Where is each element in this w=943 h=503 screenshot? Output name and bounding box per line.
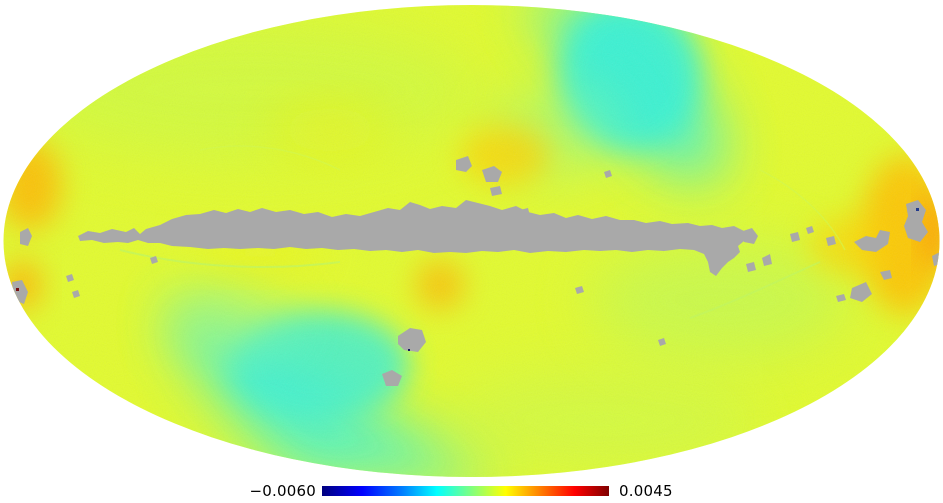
- colorbar-max-label: 0.0045: [619, 482, 673, 500]
- colorbar-gradient: [322, 486, 609, 496]
- colorbar: −0.0060 0.0045: [0, 481, 943, 501]
- sky-features: [3, 5, 940, 477]
- sky-map: [3, 5, 940, 477]
- colorbar-min-label: −0.0060: [249, 482, 316, 500]
- galactic-plane-mask: [78, 200, 750, 276]
- mollweide-map-graphic: [3, 5, 940, 477]
